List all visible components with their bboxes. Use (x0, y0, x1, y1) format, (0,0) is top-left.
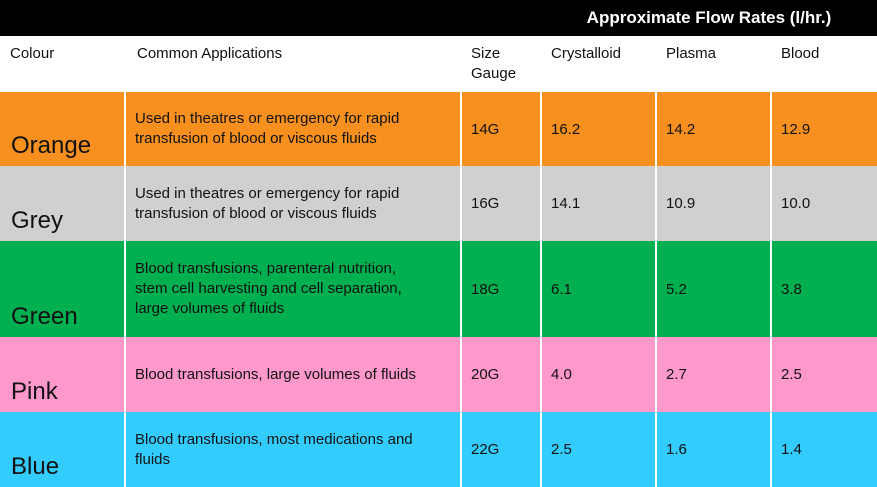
applications-cell: Blood transfusions, most medications and… (125, 412, 461, 487)
gauge-cell: 16G (471, 195, 500, 212)
applications-line: stem cell harvesting and cell separation… (135, 280, 402, 297)
column-divider (770, 337, 772, 412)
column-divider (655, 337, 657, 412)
colour-cell: Pink (11, 378, 58, 405)
column-divider (540, 412, 542, 487)
colour-cell: Green (11, 303, 78, 330)
header-plasma: Plasma (666, 45, 717, 62)
applications-line: Used in theatres or emergency for rapid (135, 184, 400, 202)
plasma-cell: 5.2 (666, 280, 687, 298)
column-divider (124, 241, 126, 337)
column-divider (460, 166, 462, 241)
applications-cell: Blood transfusions, large volumes of flu… (125, 337, 461, 412)
blood-cell: 3.8 (781, 280, 802, 298)
colour-cell: Orange (11, 132, 92, 159)
table-row: Pink Blood transfusions, large volumes of… (0, 337, 877, 412)
blood-cell: 10.0 (781, 195, 811, 212)
column-divider (655, 166, 657, 241)
blood-cell: 12.9 (781, 120, 811, 138)
gauge-cell: 22G (471, 441, 500, 458)
column-divider (540, 166, 542, 241)
column-divider (770, 241, 772, 337)
header-gauge-line2: Gauge (471, 65, 517, 82)
column-divider (124, 92, 126, 166)
header-crystalloid: Crystalloid (551, 45, 622, 62)
colour-cell: Blue (11, 453, 60, 480)
plasma-cell: 14.2 (666, 120, 696, 138)
blood-cell: 1.4 (781, 441, 802, 458)
column-divider (540, 337, 542, 412)
gauge-cell: 14G (471, 120, 500, 138)
column-divider (124, 337, 126, 412)
column-divider (770, 92, 772, 166)
applications-line: transfusion of blood or viscous fluids (135, 204, 377, 222)
plasma-cell: 2.7 (666, 366, 687, 383)
plasma-cell: 10.9 (666, 195, 696, 212)
column-divider (124, 166, 126, 241)
applications-cell: Used in theatres or emergency for rapid t… (125, 166, 461, 241)
gauge-cell: 18G (471, 280, 500, 298)
applications-line: transfusion of blood or viscous fluids (135, 130, 377, 147)
applications-line: Blood transfusions, large volumes of flu… (135, 365, 416, 383)
crystalloid-cell: 14.1 (551, 195, 581, 212)
column-divider (540, 241, 542, 337)
column-divider (460, 241, 462, 337)
gauge-cell: 20G (471, 366, 500, 383)
header-blood: Blood (781, 45, 820, 62)
applications-line: fluids (135, 450, 171, 468)
applications-line: Blood transfusions, parenteral nutrition… (135, 260, 396, 277)
table-row: Orange Used in theatres or emergency for … (0, 92, 877, 166)
crystalloid-cell: 6.1 (551, 280, 572, 298)
colour-cell: Grey (11, 207, 64, 234)
column-divider (655, 92, 657, 166)
table-row: Grey Used in theatres or emergency for ra… (0, 166, 877, 241)
applications-cell: Blood transfusions, parenteral nutrition… (125, 241, 461, 337)
crystalloid-cell: 4.0 (551, 366, 572, 383)
applications-line: Blood transfusions, most medications and (135, 430, 413, 448)
column-divider (124, 412, 126, 487)
blood-cell: 2.5 (781, 366, 802, 383)
header-gauge-line1: Size (471, 45, 501, 62)
applications-line: Used in theatres or emergency for rapid (135, 110, 400, 127)
flow-rates-title: Approximate Flow Rates (l/hr.) (586, 8, 832, 27)
header-row: Colour Common Applications Size Gauge Cr… (0, 36, 877, 90)
column-divider (770, 412, 772, 487)
column-divider (460, 412, 462, 487)
table-row: Green Blood transfusions, parenteral nutr… (0, 241, 877, 337)
column-divider (655, 241, 657, 337)
column-divider (540, 92, 542, 166)
crystalloid-cell: 16.2 (551, 120, 581, 138)
column-divider (655, 412, 657, 487)
table-row: Blue Blood transfusions, most medications… (0, 412, 877, 487)
crystalloid-cell: 2.5 (551, 441, 572, 458)
plasma-cell: 1.6 (666, 441, 687, 458)
column-divider (460, 337, 462, 412)
header-applications: Common Applications (137, 45, 283, 62)
column-divider (770, 166, 772, 241)
applications-cell: Used in theatres or emergency for rapid t… (125, 92, 461, 166)
column-divider (460, 92, 462, 166)
header-size-gauge: Size Gauge (461, 36, 541, 90)
header-colour: Colour (10, 45, 55, 62)
header-banner: Approximate Flow Rates (l/hr.) (0, 0, 877, 36)
applications-line: large volumes of fluids (135, 300, 285, 317)
